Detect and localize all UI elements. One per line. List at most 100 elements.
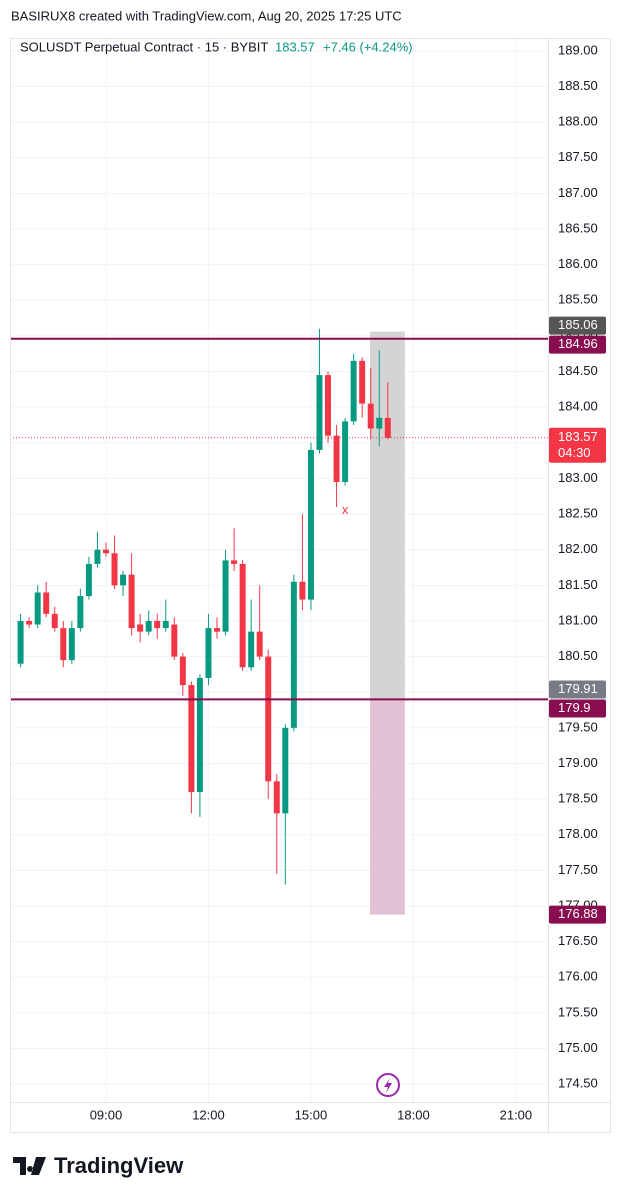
candle-body xyxy=(367,403,374,429)
price-tag xyxy=(549,316,606,335)
annotation: x xyxy=(342,502,349,517)
candle-body xyxy=(77,596,84,629)
candle-body xyxy=(128,574,135,629)
candle-body xyxy=(307,449,314,600)
frame xyxy=(10,38,611,1133)
candle-body xyxy=(43,592,50,614)
plot: x xyxy=(10,328,548,915)
y-tick-label: 182.00 xyxy=(558,541,598,556)
y-tick-label: 187.00 xyxy=(558,185,598,200)
candle-body xyxy=(231,560,238,564)
candle-body xyxy=(179,656,186,686)
x-tick-label: 18:00 xyxy=(397,1107,430,1122)
y-tick-label: 179.50 xyxy=(558,719,598,734)
y-tick-label: 181.50 xyxy=(558,577,598,592)
candle-body xyxy=(188,685,195,792)
y-tick-label: 189.00 xyxy=(558,42,598,57)
logo-mark xyxy=(13,1157,46,1175)
price-tag-label: 185.06 xyxy=(558,317,598,332)
candle-body xyxy=(137,624,144,632)
price-tag xyxy=(549,680,606,699)
price-tag-label: 179.91 xyxy=(558,681,598,696)
x-tick-label: 12:00 xyxy=(192,1107,225,1122)
y-tick-label: 185.50 xyxy=(558,292,598,307)
candle-body xyxy=(120,574,127,586)
credit: BASIRUX8 created with TradingView.com, A… xyxy=(11,8,402,23)
candle-body xyxy=(60,628,67,661)
price-tag-label: 184.96 xyxy=(558,336,598,351)
candle-body xyxy=(26,620,33,625)
candle-body xyxy=(171,624,178,657)
candle-body xyxy=(333,435,340,482)
candle-body xyxy=(102,549,109,554)
candle-body xyxy=(17,620,24,664)
y-tick-label: 186.50 xyxy=(558,220,598,235)
y-tick-label: 187.50 xyxy=(558,149,598,164)
last-price-label: 183.57 xyxy=(558,429,598,444)
candle-body xyxy=(94,549,101,564)
y-tick-label: 177.50 xyxy=(558,862,598,877)
countdown: 04:30 xyxy=(558,445,591,460)
x-tick-label: 21:00 xyxy=(500,1107,533,1122)
y-tick-label: 184.00 xyxy=(558,399,598,414)
price-tag xyxy=(549,905,606,924)
candle-body xyxy=(196,677,203,792)
y-tick-label: 176.50 xyxy=(558,933,598,948)
header-change: +7.46 (+4.24%) xyxy=(323,39,413,54)
candle-body xyxy=(205,628,212,678)
header-price: 183.57 xyxy=(275,39,315,54)
icon-bolt xyxy=(384,1078,392,1093)
candle-body xyxy=(384,417,391,438)
candle-body xyxy=(222,560,229,632)
candle-body xyxy=(85,563,92,597)
candle-body xyxy=(316,375,323,450)
candle-body xyxy=(359,360,366,404)
candle-body xyxy=(68,628,75,661)
candle-body xyxy=(325,375,332,436)
last-price-tag xyxy=(549,427,606,463)
candle-body xyxy=(51,613,58,629)
logo: TradingView xyxy=(13,1153,184,1178)
price-tag xyxy=(549,335,606,354)
y-tick-label: 184.50 xyxy=(558,363,598,378)
candle-body xyxy=(239,563,246,668)
x-tick-label: 15:00 xyxy=(295,1107,328,1122)
y-tick-label: 180.50 xyxy=(558,648,598,663)
candle-body xyxy=(299,581,306,600)
candle-body xyxy=(342,421,349,482)
candle-body xyxy=(256,631,263,657)
candle-body xyxy=(273,781,280,814)
y-tick-label: 178.00 xyxy=(558,826,598,841)
candle-body xyxy=(111,553,118,586)
y-tick-label: 176.00 xyxy=(558,969,598,984)
brand: TradingView xyxy=(54,1153,184,1178)
candle-body xyxy=(145,620,152,632)
y-tick-label: 182.50 xyxy=(558,505,598,520)
candle-body xyxy=(162,620,169,629)
y-tick-label: 175.50 xyxy=(558,1004,598,1019)
candle-body xyxy=(376,417,383,429)
axis: 174.50175.00175.50176.00176.50177.00177.… xyxy=(90,42,606,1122)
candle-body xyxy=(282,727,289,814)
candle-body xyxy=(265,656,272,782)
y-tick-label: 179.00 xyxy=(558,755,598,770)
price-tag xyxy=(549,699,606,718)
y-tick-label: 175.00 xyxy=(558,1040,598,1055)
y-tick-label: 188.50 xyxy=(558,78,598,93)
y-tick-label: 183.00 xyxy=(558,470,598,485)
candle-body xyxy=(154,620,161,629)
y-tick-label: 174.50 xyxy=(558,1076,598,1091)
candle-body xyxy=(290,581,297,728)
candle-body xyxy=(350,360,357,422)
y-tick-label: 188.00 xyxy=(558,114,598,129)
y-tick-label: 178.50 xyxy=(558,791,598,806)
price-tag-label: 176.88 xyxy=(558,906,598,921)
symbol: SOLUSDT Perpetual Contract · 15 · BYBIT xyxy=(20,39,268,54)
price-tag-label: 179.9 xyxy=(558,700,591,715)
loss-zone xyxy=(370,698,405,915)
x-tick-label: 09:00 xyxy=(90,1107,123,1122)
grid xyxy=(10,38,548,1102)
